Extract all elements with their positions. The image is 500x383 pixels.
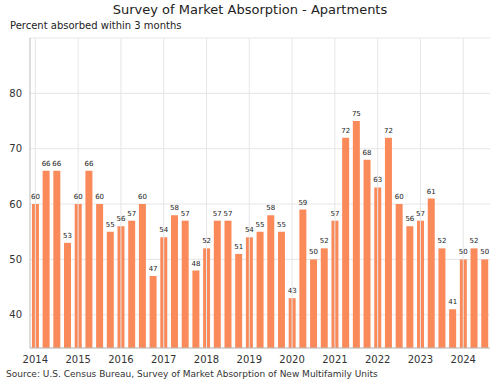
svg-text:47: 47: [149, 265, 158, 273]
svg-text:66: 66: [84, 160, 93, 168]
svg-text:2020: 2020: [279, 354, 304, 365]
svg-text:72: 72: [384, 127, 393, 135]
svg-text:60: 60: [138, 193, 147, 201]
svg-text:2021: 2021: [322, 354, 347, 365]
svg-text:2015: 2015: [65, 354, 90, 365]
svg-text:56: 56: [405, 215, 414, 223]
svg-text:2023: 2023: [408, 354, 433, 365]
svg-text:57: 57: [213, 210, 222, 218]
html-text:Survey of Market Absorption -: Survey of Market Absorption - Apartments: [112, 2, 388, 17]
svg-text:57: 57: [330, 210, 339, 218]
svg-text:60: 60: [74, 193, 83, 201]
svg-text:72: 72: [341, 127, 350, 135]
svg-text:48: 48: [191, 260, 200, 268]
svg-text:66: 66: [42, 160, 51, 168]
svg-text:55: 55: [277, 221, 286, 229]
svg-text:54: 54: [159, 226, 168, 234]
svg-text:80: 80: [9, 88, 22, 99]
html-text:Source: U.S. Census Bureau, Su: Source: U.S. Census Bureau, Survey of Ma…: [6, 369, 378, 379]
svg-text:61: 61: [427, 188, 436, 196]
svg-text:57: 57: [127, 210, 136, 218]
svg-text:56: 56: [117, 215, 126, 223]
svg-text:63: 63: [373, 176, 382, 184]
svg-text:52: 52: [437, 237, 446, 245]
svg-text:43: 43: [288, 287, 297, 295]
svg-text:58: 58: [170, 204, 179, 212]
svg-text:57: 57: [224, 210, 233, 218]
svg-text:50: 50: [309, 248, 318, 256]
svg-text:55: 55: [106, 221, 115, 229]
svg-text:55: 55: [256, 221, 265, 229]
svg-text:68: 68: [363, 149, 372, 157]
svg-text:60: 60: [95, 193, 104, 201]
svg-text:2017: 2017: [151, 354, 176, 365]
svg-text:2022: 2022: [365, 354, 390, 365]
svg-text:53: 53: [63, 232, 72, 240]
svg-text:50: 50: [480, 248, 489, 256]
svg-text:50: 50: [459, 248, 468, 256]
svg-text:51: 51: [234, 243, 243, 251]
svg-text:52: 52: [470, 237, 479, 245]
html-text:Percent absorbed within 3 mont: Percent absorbed within 3 months: [10, 20, 182, 31]
svg-text:41: 41: [448, 298, 457, 306]
svg-text:52: 52: [320, 237, 329, 245]
svg-text:2024: 2024: [451, 354, 476, 365]
svg-text:58: 58: [266, 204, 275, 212]
svg-text:75: 75: [352, 110, 361, 118]
svg-text:66: 66: [52, 160, 61, 168]
svg-text:2014: 2014: [23, 354, 48, 365]
svg-text:57: 57: [416, 210, 425, 218]
svg-text:40: 40: [9, 309, 22, 320]
svg-text:60: 60: [31, 193, 40, 201]
svg-text:2018: 2018: [194, 354, 219, 365]
svg-text:2019: 2019: [237, 354, 262, 365]
svg-text:60: 60: [9, 199, 22, 210]
svg-text:70: 70: [9, 143, 22, 154]
svg-text:2016: 2016: [108, 354, 133, 365]
svg-text:50: 50: [9, 254, 22, 265]
svg-text:52: 52: [202, 237, 211, 245]
svg-text:57: 57: [181, 210, 190, 218]
svg-text:60: 60: [395, 193, 404, 201]
svg-text:54: 54: [245, 226, 254, 234]
svg-text:59: 59: [298, 199, 307, 207]
